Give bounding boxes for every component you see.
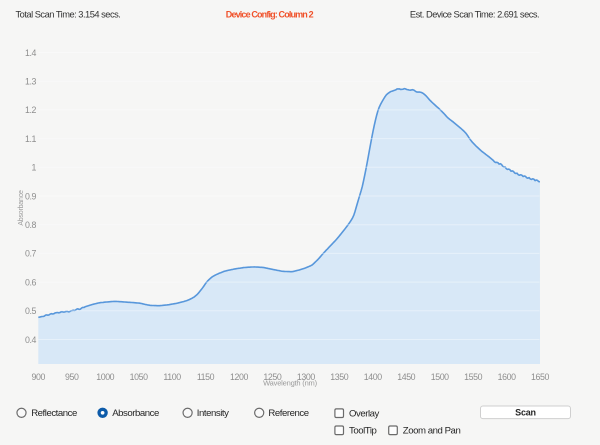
- svg-text:1100: 1100: [163, 372, 181, 382]
- svg-text:0.7: 0.7: [25, 249, 37, 259]
- svg-text:0.8: 0.8: [25, 220, 37, 230]
- svg-text:1.1: 1.1: [25, 134, 37, 144]
- svg-text:Wavelength (nm): Wavelength (nm): [263, 379, 318, 388]
- svg-text:Absorbance: Absorbance: [18, 190, 25, 226]
- svg-text:1200: 1200: [230, 372, 248, 382]
- svg-text:Est. Device Scan Time: 2.691 s: Est. Device Scan Time: 2.691 secs.: [410, 10, 539, 20]
- svg-text:1600: 1600: [498, 372, 516, 382]
- svg-text:1550: 1550: [464, 372, 482, 382]
- svg-text:1250: 1250: [263, 372, 281, 382]
- svg-text:0.5: 0.5: [25, 306, 37, 316]
- svg-text:1.3: 1.3: [25, 77, 37, 87]
- svg-text:950: 950: [65, 372, 79, 382]
- svg-text:Reference: Reference: [268, 408, 308, 419]
- svg-text:Device Config: Column 2: Device Config: Column 2: [226, 10, 314, 20]
- svg-text:1050: 1050: [130, 372, 148, 382]
- svg-text:Overlay: Overlay: [349, 408, 380, 419]
- svg-text:ToolTip: ToolTip: [349, 426, 377, 437]
- svg-text:Intensity: Intensity: [197, 408, 229, 419]
- svg-text:Total Scan Time: 3.154 secs.: Total Scan Time: 3.154 secs.: [16, 10, 121, 20]
- svg-text:1300: 1300: [297, 372, 315, 382]
- svg-text:1650: 1650: [531, 372, 549, 382]
- svg-text:1500: 1500: [431, 372, 449, 382]
- svg-text:1150: 1150: [197, 372, 215, 382]
- svg-text:0.9: 0.9: [25, 191, 37, 201]
- svg-text:1350: 1350: [330, 372, 348, 382]
- svg-text:Reflectance: Reflectance: [31, 408, 77, 419]
- svg-text:1.2: 1.2: [25, 105, 37, 115]
- svg-text:1: 1: [32, 163, 37, 173]
- svg-text:900: 900: [32, 372, 46, 382]
- svg-text:1.4: 1.4: [25, 48, 37, 58]
- svg-text:Zoom and Pan: Zoom and Pan: [403, 426, 461, 437]
- svg-text:Absorbance: Absorbance: [112, 408, 159, 419]
- svg-text:0.4: 0.4: [25, 335, 37, 345]
- svg-text:1400: 1400: [364, 372, 382, 382]
- svg-text:0.6: 0.6: [25, 277, 37, 287]
- svg-text:1450: 1450: [397, 372, 415, 382]
- svg-text:Scan: Scan: [515, 408, 536, 418]
- svg-text:1000: 1000: [96, 372, 114, 382]
